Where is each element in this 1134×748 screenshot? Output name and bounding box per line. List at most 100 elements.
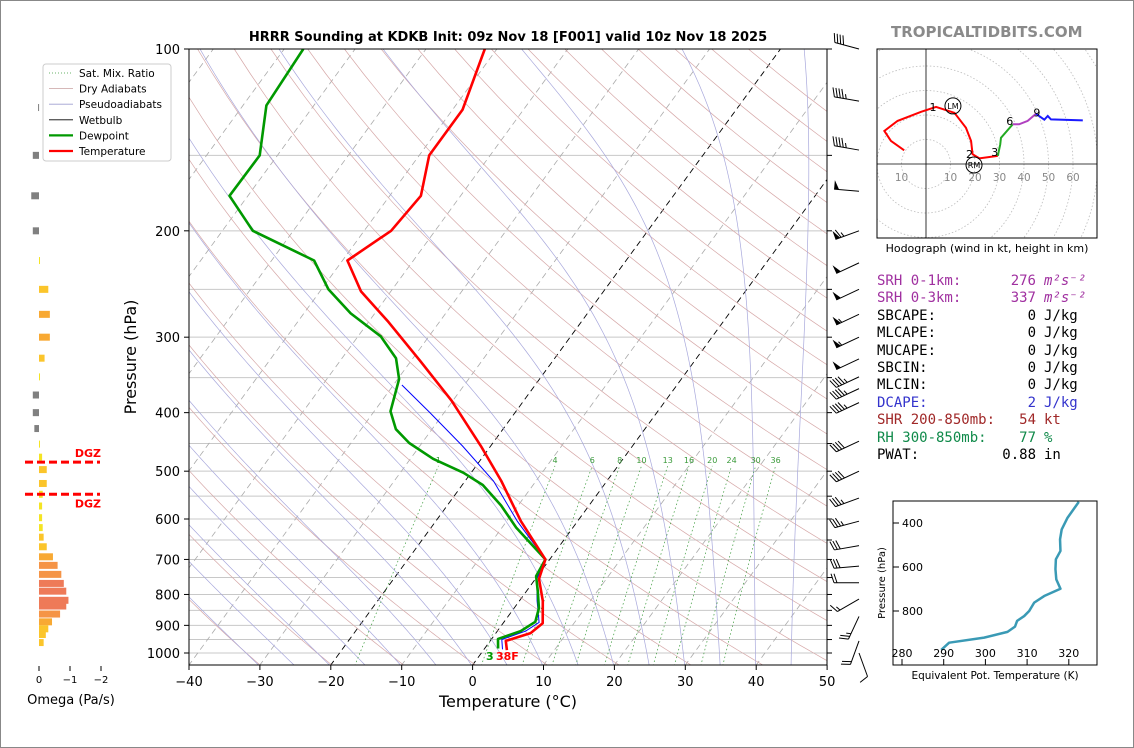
wind-barb (829, 496, 860, 508)
barb-full (834, 496, 842, 505)
omega-bar (39, 579, 64, 587)
dry-adiabat (189, 344, 548, 665)
omega-bar (39, 354, 45, 362)
omega-bar (32, 409, 39, 417)
barb-full (832, 390, 840, 399)
param-unit: J/kg (1044, 325, 1078, 342)
pseudoadiabat (189, 444, 401, 665)
hodograph-ring-label: 10 (895, 172, 908, 184)
omega-bar (39, 453, 43, 461)
x-tick-label: −20 (317, 675, 344, 690)
omega-bar (39, 631, 46, 639)
dry-adiabat (307, 49, 827, 507)
omega-tick-label: 0 (36, 675, 42, 686)
mixing-ratio-line (652, 465, 713, 665)
param-unit: kt (1044, 412, 1061, 429)
hodograph-height-label: 3 (991, 146, 998, 159)
omega-tick-label: −1 (63, 675, 78, 686)
param-unit: % (1044, 429, 1053, 446)
x-tick-label: 30 (677, 675, 694, 690)
barb-full (832, 404, 840, 413)
hodograph-plot: 10 10 20 30 40 50 60 1 2 3 6 9 LM RM (877, 49, 1097, 238)
dry-adiabat (189, 158, 764, 665)
dewpoint-line (228, 49, 547, 649)
legend-label: Pseudoadiabats (79, 99, 162, 111)
mixing-ratio-label: 36 (771, 456, 781, 465)
barb-shaft (837, 598, 860, 612)
hodograph-caption: Hodograph (wind in kt, height in km) (886, 242, 1089, 255)
omega-bar (39, 596, 69, 604)
barb-full (836, 33, 839, 44)
omega-bar (39, 618, 53, 626)
barb-full (829, 380, 837, 388)
barb-shaft (834, 145, 860, 151)
legend-item: Wetbulb (49, 115, 123, 127)
storm-motion-marker (944, 97, 962, 115)
barb-shaft (849, 640, 860, 665)
surface-temperature-label: 38F (496, 650, 519, 663)
omega-bar (39, 610, 61, 618)
param-label: SHR 200-850mb: (877, 412, 996, 429)
param-unit: J/kg (1044, 377, 1078, 394)
param-label: PWAT: (877, 447, 920, 463)
theta-e-plot (940, 501, 1080, 651)
isotherm (189, 49, 569, 569)
omega-bar (32, 391, 39, 399)
isotherm (189, 49, 640, 665)
pseudoadiabat (189, 291, 508, 665)
dry-adiabat (233, 49, 827, 582)
barb-half (840, 521, 844, 526)
barb-full (832, 473, 840, 481)
barb-shaft (847, 616, 860, 640)
wind-barb (833, 33, 860, 50)
barb-full (835, 517, 842, 527)
omega-bar (39, 310, 50, 318)
barb-pennant (832, 230, 841, 240)
y-tick-label: 400 (155, 407, 180, 422)
omega-bar (39, 625, 49, 633)
barb-half (838, 318, 843, 323)
barb-half (838, 341, 843, 346)
wind-barb (829, 517, 860, 529)
dry-adiabat (189, 96, 827, 662)
watermark: TROPICALTIDBITS.COM (891, 23, 1083, 41)
isotherm (330, 49, 781, 665)
barb-full (859, 676, 868, 683)
barb-full (839, 34, 842, 45)
barb-shaft (835, 497, 860, 508)
mixing-ratio-label: 13 (663, 456, 673, 465)
pseudoadiabat (189, 560, 295, 665)
mixing-ratio-line (604, 465, 669, 665)
theta-x-axis-label: Equivalent Pot. Temperature (K) (911, 670, 1078, 682)
theta-x-tick-label: 310 (1017, 647, 1038, 660)
barb-full (834, 229, 842, 238)
omega-bar (39, 639, 44, 647)
y-tick-label: 200 (155, 225, 180, 240)
barb-pennant (832, 316, 841, 325)
dry-adiabat (189, 282, 620, 665)
barb-half (836, 606, 841, 611)
pseudoadiabat (189, 349, 472, 665)
barb-full (841, 88, 844, 99)
omega-bar (31, 192, 39, 200)
dgz-label: DGZ (75, 447, 101, 460)
barb-full (835, 136, 838, 147)
barb-full (832, 443, 840, 451)
isotherm (259, 49, 710, 665)
legend-item: Sat. Mix. Ratio (49, 68, 155, 80)
barb-full (834, 441, 843, 450)
hodograph-segment (996, 123, 1014, 157)
omega-bar (39, 602, 67, 610)
legend-label: Sat. Mix. Ratio (79, 68, 155, 80)
mixing-ratio-label: 4 (552, 456, 557, 465)
x-tick-label: −30 (246, 675, 273, 690)
barb-full (837, 440, 845, 449)
wind-barb (829, 470, 860, 483)
wind-barb (832, 262, 860, 274)
isotherm (189, 49, 498, 472)
omega-bar (39, 285, 49, 293)
x-tick-label: 50 (819, 675, 836, 690)
barb-full (837, 376, 845, 384)
pseudoadiabat (189, 399, 437, 665)
mixing-ratio-line (481, 465, 556, 665)
